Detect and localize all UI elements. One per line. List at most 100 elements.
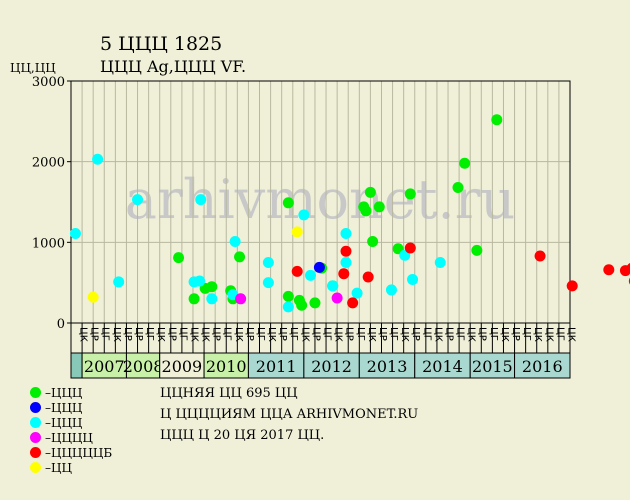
data-point [491, 114, 503, 126]
data-point [206, 281, 218, 293]
note-price-count: ЦЦНЯЯ ЦЦ 695 ЦЦ [160, 386, 298, 401]
quarter-label: ЦР [310, 327, 321, 341]
data-point [459, 157, 471, 169]
legend-dot-icon [30, 402, 41, 413]
quarter-label: ЦК [333, 327, 344, 342]
quarter-label: ЦГ [255, 327, 266, 341]
legend-label: ЦЦЦЦЦБ [51, 445, 113, 460]
legend-dot-icon [30, 462, 41, 473]
quarter-label: ЦГ [288, 327, 299, 341]
data-point [327, 280, 339, 292]
data-point [362, 271, 374, 283]
legend-item: – ЦЦЦ [30, 385, 112, 400]
year-label: 2008 [123, 357, 164, 376]
quarter-label: ЦР [477, 327, 488, 341]
data-point [206, 293, 218, 305]
data-point [385, 284, 397, 296]
legend: – ЦЦЦ – ЦЦЦ – ЦЦЦ – ЦЦЦЦ – ЦЦЦЦЦБ – ЦЦ [30, 385, 112, 475]
data-point [360, 205, 372, 217]
quarter-label: ЦК [266, 327, 277, 342]
data-point [282, 290, 294, 302]
data-point [471, 244, 483, 256]
quarter-label: ЦР [377, 327, 388, 341]
quarter-label: ЦК [466, 327, 477, 342]
legend-label: ЦЦЦЦ [51, 430, 93, 445]
data-point [87, 291, 99, 303]
legend-item: – ЦЦЦ [30, 400, 112, 415]
legend-dot-icon [30, 387, 41, 398]
year-label: 2010 [206, 357, 247, 376]
quarter-label: ЦГ [177, 327, 188, 341]
quarter-label: ЦР [122, 327, 133, 341]
watermark-text: arhivmonet.ru [125, 168, 515, 231]
y-axis-unit-label: ЦЦ,ЦЦ [10, 61, 56, 75]
legend-label: ЦЦ [51, 460, 72, 475]
year-label: 2007 [84, 357, 125, 376]
data-point [234, 251, 246, 263]
year-cell [125, 352, 161, 379]
data-point [305, 269, 317, 281]
quarter-label: ЦР [344, 327, 355, 341]
quarter-label: ЦГ [100, 327, 111, 341]
data-point [229, 236, 241, 248]
y-tick-label: 2000 [32, 156, 65, 171]
quarter-label: ЦГ [455, 327, 466, 341]
legend-dot-icon [30, 432, 41, 443]
quarter-label: ЦГ [144, 327, 155, 341]
data-point [373, 201, 385, 213]
data-point [298, 209, 310, 221]
data-point [404, 242, 416, 254]
legend-label: ЦЦЦ [51, 400, 83, 415]
data-point [113, 276, 125, 288]
data-point [282, 301, 294, 313]
chart-title: 5 ЦЦЦ 1825 [100, 33, 223, 55]
data-point [291, 265, 303, 277]
legend-item: – ЦЦЦЦ [30, 430, 112, 445]
data-point [338, 268, 350, 280]
y-tick-label: 3000 [32, 75, 65, 90]
quarter-label: ЦК [499, 327, 510, 342]
legend-dot-icon [30, 417, 41, 428]
year-cell [414, 352, 471, 379]
legend-item: – ЦЦ [30, 460, 112, 475]
data-point [235, 293, 247, 305]
data-point [340, 245, 352, 257]
quarter-label: ЦК [111, 327, 122, 342]
quarter-label: ЦК [200, 327, 211, 342]
quarter-label: ЦР [133, 327, 144, 341]
quarter-label: ЦК [543, 327, 554, 342]
quarter-label: ЦК [78, 327, 89, 342]
quarter-label: ЦК [299, 327, 310, 342]
data-point [603, 264, 615, 276]
legend-label: ЦЦЦ [51, 415, 83, 430]
year-label: 2014 [422, 357, 463, 376]
data-point [351, 287, 363, 299]
data-point [132, 194, 144, 206]
data-point [92, 153, 104, 165]
notes: ЦЦНЯЯ ЦЦ 695 ЦЦ Ц ЦЦЦЦИЯМ ЦЦА ARHIVMONET… [160, 383, 418, 446]
quarter-label: ЦР [89, 327, 100, 341]
year-cell [358, 352, 416, 379]
quarter-label: ЦК [565, 327, 576, 342]
quarter-label: ЦК [155, 327, 166, 342]
data-point [195, 194, 207, 206]
year-label: 2015 [472, 357, 513, 376]
data-point [173, 252, 185, 264]
quarter-label: ЦГ [521, 327, 532, 341]
data-point [626, 263, 630, 274]
quarter-label: ЦР [510, 327, 521, 341]
data-point [262, 257, 274, 268]
data-point [296, 299, 308, 311]
quarter-label: ЦК [366, 327, 377, 342]
year-label: 2012 [311, 357, 352, 376]
data-point [340, 227, 352, 239]
chart-subtitle: ЦЦЦ Ag,ЦЦЦ VF. [100, 57, 247, 76]
data-point [69, 227, 81, 239]
quarter-label: ЦГ [388, 327, 399, 341]
quarter-label: ЦК [399, 327, 410, 342]
year-cell [247, 352, 305, 379]
legend-label: ЦЦЦ [51, 385, 83, 400]
year-label: 2016 [522, 357, 563, 376]
quarter-row [70, 322, 571, 354]
